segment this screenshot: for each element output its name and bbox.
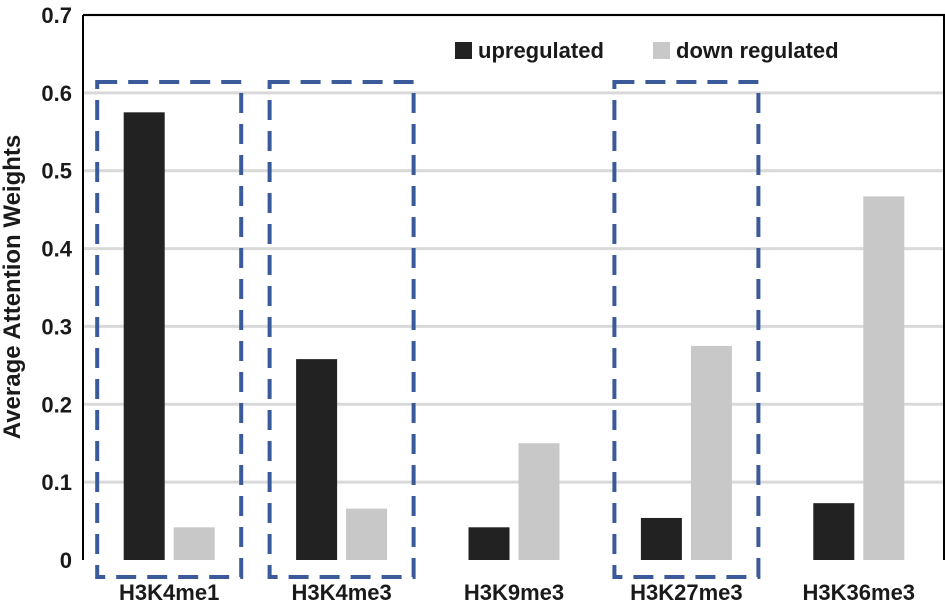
bar-h3k36me3-down-regulated: [863, 196, 905, 560]
bar-h3k4me3-down-regulated: [346, 508, 388, 560]
y-tick-label: 0.1: [41, 470, 72, 495]
y-tick-label: 0.7: [41, 3, 72, 28]
y-tick-label: 0: [60, 548, 72, 573]
x-tick-label: H3K9me3: [464, 580, 564, 605]
bar-h3k4me3-upregulated: [296, 359, 338, 560]
bars: [123, 112, 905, 561]
legend-label: down regulated: [676, 38, 839, 63]
highlight-box-h3k4me1: [95, 80, 244, 579]
highlight-box-h3k4me3: [267, 80, 416, 579]
bar-h3k4me1-down-regulated: [173, 527, 215, 560]
legend-label: upregulated: [478, 38, 604, 63]
bar-h3k9me3-upregulated: [468, 527, 510, 560]
axes: 0 0.1 0.2 0.3 0.4 0.5 0.6 0.7 H3K4me1 H3K4me3 H3K9…: [41, 3, 945, 605]
x-tick-label: H3K36me3: [803, 580, 916, 605]
y-tick-label: 0.6: [41, 81, 72, 106]
y-axis-label: Average Attention Weights: [0, 135, 26, 439]
gridlines: [83, 13, 945, 484]
highlight-boxes: [95, 80, 761, 579]
x-tick-label: H3K4me3: [291, 580, 391, 605]
y-tick-label: 0.3: [41, 314, 72, 339]
bar-h3k9me3-down-regulated: [518, 443, 560, 560]
bar-h3k36me3-upregulated: [813, 503, 855, 560]
x-tick-label: H3K27me3: [630, 580, 743, 605]
bar-h3k27me3-upregulated: [640, 517, 682, 560]
bar-h3k27me3-down-regulated: [690, 345, 732, 560]
legend-swatch: [455, 42, 472, 59]
legend-swatch: [653, 42, 670, 59]
y-tick-label: 0.2: [41, 392, 72, 417]
y-tick-label: 0.4: [41, 237, 72, 262]
y-tick-label: 0.5: [41, 159, 72, 184]
x-tick-label: H3K4me1: [119, 580, 219, 605]
bar-h3k4me1-upregulated: [123, 112, 165, 561]
legend: upregulated down regulated: [455, 38, 839, 63]
highlight-box-h3k27me3: [612, 80, 761, 579]
